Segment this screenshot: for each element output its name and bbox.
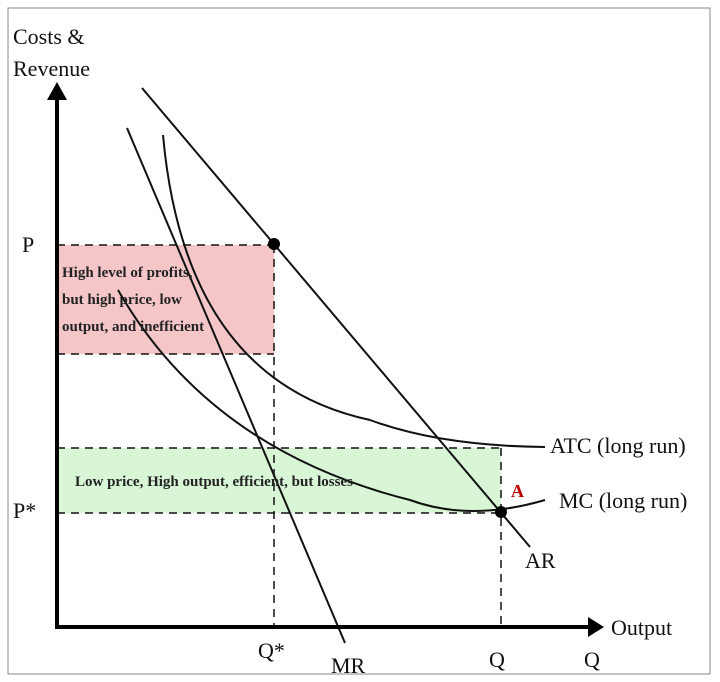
monopoly-region-text-line1: High level of profits, xyxy=(62,265,193,281)
point-a-label: A xyxy=(511,481,524,501)
mr-curve xyxy=(126,127,346,644)
competitive-equilibrium-point xyxy=(495,506,507,518)
mr-curve-label: MR xyxy=(331,653,366,678)
y-axis-label-line1: Costs & xyxy=(13,24,85,49)
monopoly-region-text-line3: output, and inefficient xyxy=(62,319,204,335)
q-axis-end-label: Q xyxy=(584,647,600,672)
y-axis-label-line2: Revenue xyxy=(13,56,90,81)
monopoly-profit-region xyxy=(57,245,274,354)
competitive-region-text: Low price, High output, efficient, but l… xyxy=(75,474,353,490)
atc-curve xyxy=(162,134,546,448)
q-tick-label: Q xyxy=(489,647,505,672)
p-star-tick-label: P* xyxy=(13,498,36,523)
figure-frame xyxy=(7,7,711,675)
monopoly-price-point xyxy=(268,238,280,250)
competitive-loss-region xyxy=(57,448,501,513)
mc-curve-label: MC (long run) xyxy=(559,488,687,513)
y-axis-arrow-icon xyxy=(47,82,67,100)
q-star-tick-label: Q* xyxy=(258,638,285,663)
x-axis-arrow-icon xyxy=(588,617,604,637)
x-axis-label: Output xyxy=(611,615,672,640)
p-tick-label: P xyxy=(22,232,34,257)
ar-demand-curve xyxy=(141,87,531,548)
atc-curve-label: ATC (long run) xyxy=(550,433,686,458)
monopoly-region-text-line2: but high price, low xyxy=(62,292,182,308)
ar-curve-label: AR xyxy=(525,548,556,573)
mc-curve xyxy=(117,289,546,512)
